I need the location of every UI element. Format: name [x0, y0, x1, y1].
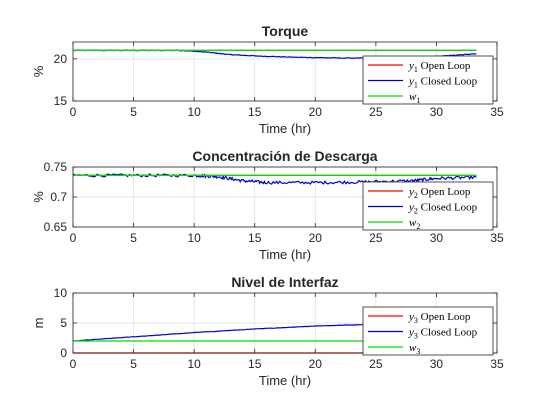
- chart-title: Torque: [262, 23, 309, 39]
- legend-var: y: [408, 327, 414, 339]
- y-axis-label: m: [31, 318, 46, 329]
- legend-var: y: [408, 202, 414, 214]
- legend-entry: y2 Closed Loop: [408, 202, 478, 216]
- x-tick-label: 15: [248, 231, 262, 245]
- legend-sub: 1: [414, 81, 418, 90]
- y-tick-label: 0: [60, 346, 67, 360]
- legend-var: y: [408, 186, 414, 198]
- x-tick-label: 30: [430, 357, 444, 371]
- y-tick-label: 0.75: [44, 160, 68, 174]
- legend-entry: w3: [409, 342, 420, 356]
- legend-sub: 1: [414, 65, 418, 74]
- x-axis-label: Time (hr): [259, 373, 311, 388]
- x-tick-label: 35: [490, 231, 504, 245]
- x-tick-label: 0: [70, 231, 77, 245]
- legend-sub: 3: [416, 347, 420, 356]
- x-tick-label: 25: [369, 231, 383, 245]
- x-axis-label: Time (hr): [259, 121, 311, 136]
- legend-rest: Closed Loop: [418, 202, 478, 214]
- x-axis-label: Time (hr): [259, 247, 311, 262]
- chart-title: Nivel de Interfaz: [231, 274, 338, 290]
- x-tick-label: 15: [248, 105, 262, 119]
- x-tick-label: 30: [430, 105, 444, 119]
- x-tick-label: 10: [187, 231, 201, 245]
- x-tick-label: 10: [187, 105, 201, 119]
- legend-sub: 2: [414, 207, 418, 216]
- y-tick-label: 0.7: [50, 190, 67, 204]
- y-axis-label: %: [31, 65, 46, 77]
- x-tick-label: 0: [70, 105, 77, 119]
- x-tick-label: 0: [70, 357, 77, 371]
- legend-entry: y1 Open Loop: [408, 60, 471, 74]
- y-tick-label: 15: [54, 94, 68, 108]
- x-tick-label: 35: [490, 357, 504, 371]
- legend-sub: 2: [414, 191, 418, 200]
- legend-sub: 3: [414, 332, 418, 341]
- legend-var: y: [408, 311, 414, 323]
- legend-sub: 3: [414, 316, 418, 325]
- y-tick-label: 0.65: [44, 220, 68, 234]
- x-tick-label: 5: [130, 105, 137, 119]
- legend-rest: Closed Loop: [418, 76, 478, 88]
- y-axis-label: %: [31, 191, 46, 203]
- legend-entry: y2 Open Loop: [408, 186, 471, 200]
- x-tick-label: 20: [309, 231, 323, 245]
- legend-entry: y1 Closed Loop: [408, 76, 478, 90]
- legend-var: w: [409, 91, 417, 103]
- x-tick-label: 20: [309, 105, 323, 119]
- legend-entry: w2: [409, 217, 420, 231]
- legend-sub: 1: [416, 96, 420, 105]
- subplot-3: 0 5 10 15 20 25 30 35 0 5 10 Nivel de Interfaz Time …: [31, 274, 504, 388]
- legend-rest: Closed Loop: [418, 327, 478, 339]
- y-tick-label: 5: [60, 316, 67, 330]
- legend-var: w: [409, 342, 417, 354]
- x-tick-label: 10: [187, 357, 201, 371]
- legend-sub: 2: [416, 222, 420, 231]
- legend-var: w: [409, 217, 417, 229]
- legend-entry: w1: [409, 91, 420, 105]
- x-tick-label: 5: [130, 357, 137, 371]
- legend-rest: Open Loop: [418, 60, 471, 72]
- legend-entry: y3 Open Loop: [408, 311, 471, 325]
- legend-var: y: [408, 60, 414, 72]
- legend-rest: Open Loop: [418, 311, 471, 323]
- x-tick-label: 35: [490, 105, 504, 119]
- x-tick-label: 25: [369, 357, 383, 371]
- legend-rest: Open Loop: [418, 186, 471, 198]
- axes-box: [72, 41, 498, 102]
- legend-entry: y3 Closed Loop: [408, 327, 478, 341]
- chart-title: Concentración de Descarga: [192, 148, 377, 164]
- series-line-y2-2: [72, 173, 477, 185]
- y-tick-label: 10: [54, 286, 68, 300]
- x-tick-label: 15: [248, 357, 262, 371]
- x-tick-label: 20: [309, 357, 323, 371]
- subplot-2: 0 5 10 15 20 25 30 35 0.65 0.7 0.75 Concentración d…: [31, 148, 504, 262]
- x-tick-label: 30: [430, 231, 444, 245]
- y-tick-label: 20: [54, 52, 68, 66]
- x-tick-label: 5: [130, 231, 137, 245]
- x-tick-label: 25: [369, 105, 383, 119]
- legend-var: y: [408, 76, 414, 88]
